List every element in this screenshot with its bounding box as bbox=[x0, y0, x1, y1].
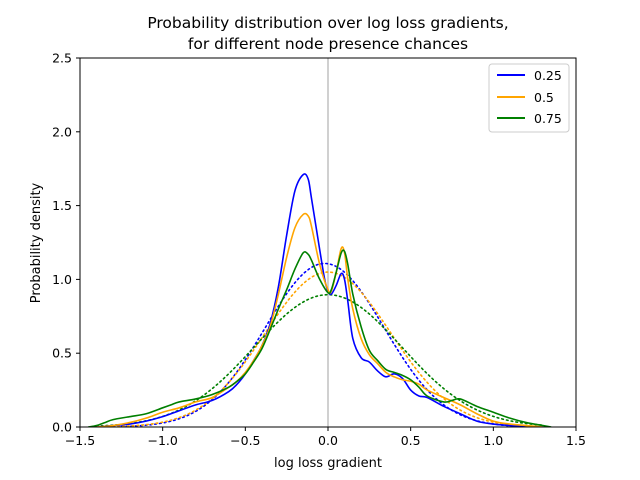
y-tick-label: 1.0 bbox=[52, 272, 72, 287]
y-tick-label: 2.5 bbox=[52, 51, 72, 66]
ticks-layer: −1.5 −1.0 −0.5 0.0 0.5 1.0 1.5 0.0 0.5 1.0 1.5 2.0 2… bbox=[52, 51, 586, 449]
x-tick-label: −1.0 bbox=[147, 433, 177, 448]
y-tick-label: 0.0 bbox=[52, 420, 72, 435]
x-tick-label: 0.5 bbox=[401, 433, 421, 448]
chart-title-line-2: for different node presence chances bbox=[188, 35, 468, 53]
y-tick-label: 0.5 bbox=[52, 346, 72, 361]
legend-box bbox=[488, 63, 570, 133]
plot-layer bbox=[88, 58, 552, 427]
normal-fit-curve-2 bbox=[112, 271, 528, 427]
x-tick-label: −1.5 bbox=[65, 433, 95, 448]
chart-title-line-1: Probability distribution over log loss g… bbox=[147, 14, 508, 32]
x-tick-label: −0.5 bbox=[230, 433, 260, 448]
legend: 0.25 0.5 0.75 bbox=[488, 63, 570, 133]
y-tick-label: 2.0 bbox=[52, 124, 72, 139]
x-axis-label: log loss gradient bbox=[274, 456, 382, 471]
series-line-0.75 bbox=[88, 249, 552, 427]
x-tick-label: 1.5 bbox=[566, 433, 586, 448]
plot-area bbox=[88, 58, 552, 427]
legend-label-0.5: 0.5 bbox=[534, 90, 554, 105]
x-tick-label: 1.0 bbox=[483, 433, 503, 448]
x-tick-label: 0.0 bbox=[318, 433, 338, 448]
y-axis-label: Probability density bbox=[29, 182, 44, 303]
legend-label-0.75: 0.75 bbox=[534, 111, 562, 126]
legend-label-0.25: 0.25 bbox=[534, 68, 562, 83]
y-tick-label: 1.5 bbox=[52, 198, 72, 213]
